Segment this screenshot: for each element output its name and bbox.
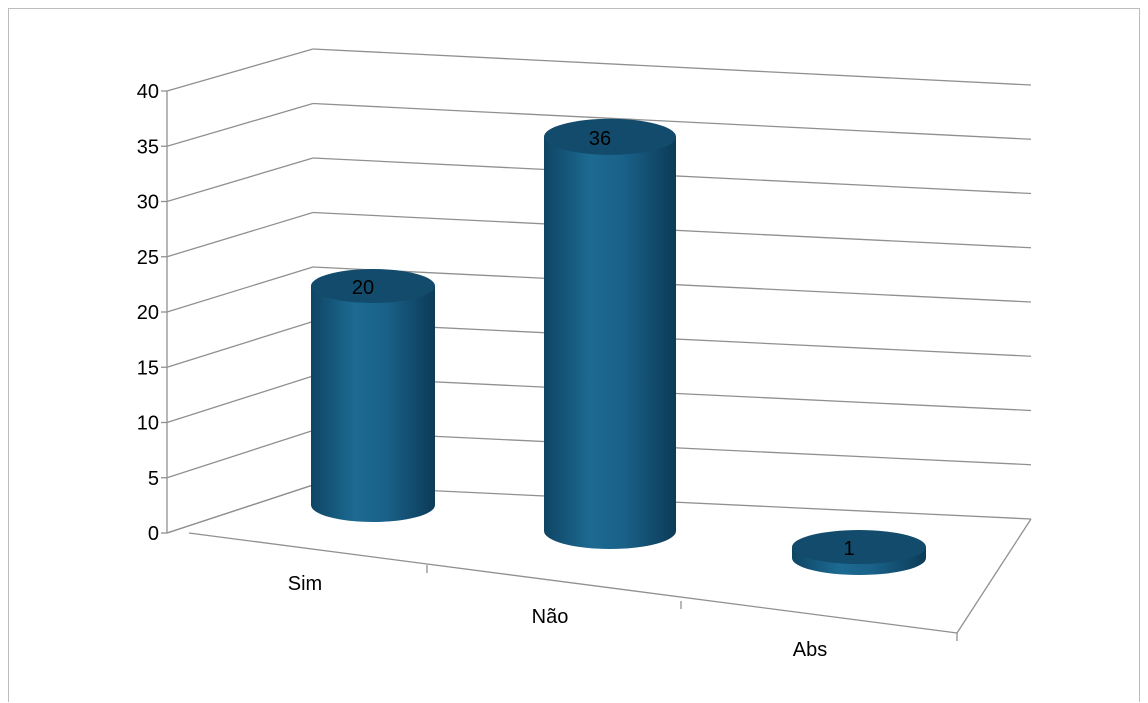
y-tick-label: 10: [137, 413, 159, 435]
gridline-side: [166, 211, 314, 258]
y-tick-label: 30: [137, 192, 159, 214]
gridline-side: [166, 320, 314, 368]
data-label: 36: [589, 128, 611, 150]
category-label: Sim: [288, 573, 322, 595]
bar-top: [544, 118, 676, 155]
data-label: 20: [352, 277, 374, 299]
y-tick-label: 40: [137, 81, 159, 103]
bar-abs: [792, 530, 926, 575]
gridline-side: [166, 429, 314, 479]
chart-plot: 0 5 10 15 20 25 30 35 40 20 36 1 Sim Não Abs: [137, 48, 1032, 661]
data-label: 1: [843, 538, 854, 560]
y-tick-label: 20: [137, 302, 159, 324]
axes: [161, 90, 1032, 641]
bar-body: [311, 286, 435, 522]
chart-frame: 0 5 10 15 20 25 30 35 40 20 36 1 Sim Não Abs: [8, 8, 1140, 702]
bar-sim: [311, 269, 435, 522]
gridline-side: [166, 375, 314, 424]
y-tick-label: 0: [148, 523, 159, 545]
category-label: Não: [532, 606, 569, 628]
bar-body: [544, 136, 676, 550]
gridline-side: [166, 157, 314, 203]
y-tick-label: 5: [148, 468, 159, 490]
y-tick-label: 35: [137, 136, 159, 158]
gridline-back: [312, 48, 1032, 86]
gridline-back: [312, 102, 1032, 140]
category-label: Abs: [793, 639, 827, 661]
bars: [311, 118, 926, 575]
gridline-side: [166, 102, 314, 147]
y-tick-label: 15: [137, 357, 159, 379]
labels: 0 5 10 15 20 25 30 35 40 20 36 1 Sim Não Abs: [137, 81, 855, 661]
floor-edge-left: [166, 484, 314, 534]
gridline-side: [166, 48, 314, 92]
floor-edge-right: [956, 518, 1032, 634]
y-tick-label: 25: [137, 247, 159, 269]
gridline-side: [166, 266, 314, 313]
bar-top: [311, 269, 435, 303]
bar-top: [792, 530, 926, 565]
bar-não: [544, 118, 676, 550]
x-axis-line: [188, 532, 958, 634]
